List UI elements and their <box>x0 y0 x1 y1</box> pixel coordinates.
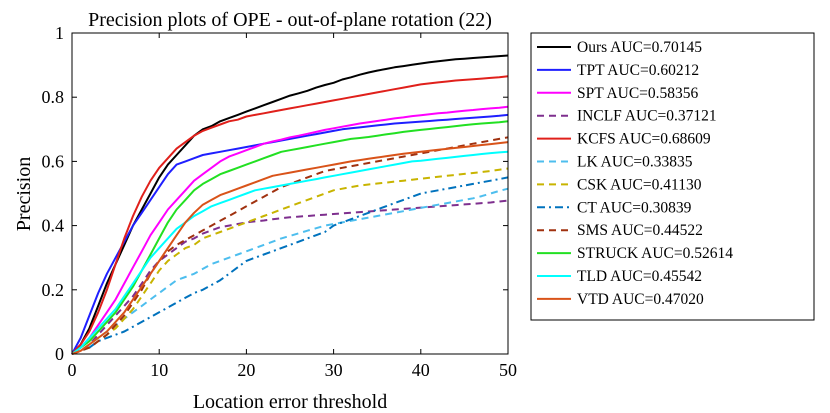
series-line-lk <box>71 187 509 355</box>
legend-label-vtd: VTD AUC=0.47020 <box>577 291 704 308</box>
legend-label-sms: SMS AUC=0.44522 <box>577 222 703 239</box>
series-line-kcfs <box>71 75 509 355</box>
y-axis-label: Precision <box>13 157 35 231</box>
legend-label-tld: TLD AUC=0.45542 <box>577 268 702 285</box>
legend-label-inclf: INCLF AUC=0.37121 <box>577 108 717 125</box>
legend-label-lk: LK AUC=0.33835 <box>577 154 693 171</box>
chart-title: Precision plots of OPE - out-of-plane ro… <box>88 9 492 31</box>
legend-label-kcfs: KCFS AUC=0.68609 <box>577 131 711 148</box>
y-tick-label: 1 <box>55 23 64 43</box>
series-line-ours <box>71 54 509 355</box>
series-line-tpt <box>71 113 509 355</box>
y-tick-label: 0.8 <box>42 87 65 107</box>
x-tick-label: 0 <box>68 360 77 380</box>
series-line-inclf <box>71 199 509 355</box>
legend-label-tpt: TPT AUC=0.60212 <box>577 62 699 79</box>
axes: 0 10 20 30 40 50 0 0.2 0.4 0.6 0.8 1 <box>42 23 518 380</box>
x-tick-label: 20 <box>237 360 255 380</box>
axes-box <box>71 32 509 355</box>
y-tick-label: 0 <box>55 344 64 364</box>
legend-label-ct: CT AUC=0.30839 <box>577 199 692 216</box>
legend: Ours AUC=0.70145 TPT AUC=0.60212 SPT AUC=0… <box>530 32 815 321</box>
y-tick-label: 0.6 <box>42 151 65 171</box>
x-axis-label: Location error threshold <box>193 391 387 413</box>
series-line-vtd <box>71 141 509 355</box>
legend-label-ours: Ours AUC=0.70145 <box>577 39 702 56</box>
x-tick-label: 40 <box>412 360 430 380</box>
legend-box <box>530 32 815 321</box>
y-tick-label: 0.2 <box>42 280 65 300</box>
x-tick-label: 10 <box>150 360 168 380</box>
legend-label-struck: STRUCK AUC=0.52614 <box>577 245 733 262</box>
series-line-tld <box>71 150 509 355</box>
series-line-csk <box>71 167 509 355</box>
legend-label-spt: SPT AUC=0.58356 <box>577 85 699 102</box>
x-tick-label: 30 <box>325 360 343 380</box>
y-tick-label: 0.4 <box>42 216 65 236</box>
plot-area <box>71 33 509 355</box>
series-line-ct <box>71 176 509 355</box>
series-line-spt <box>71 105 509 355</box>
x-tick-label: 50 <box>499 360 517 380</box>
legend-label-csk: CSK AUC=0.41130 <box>577 176 702 193</box>
